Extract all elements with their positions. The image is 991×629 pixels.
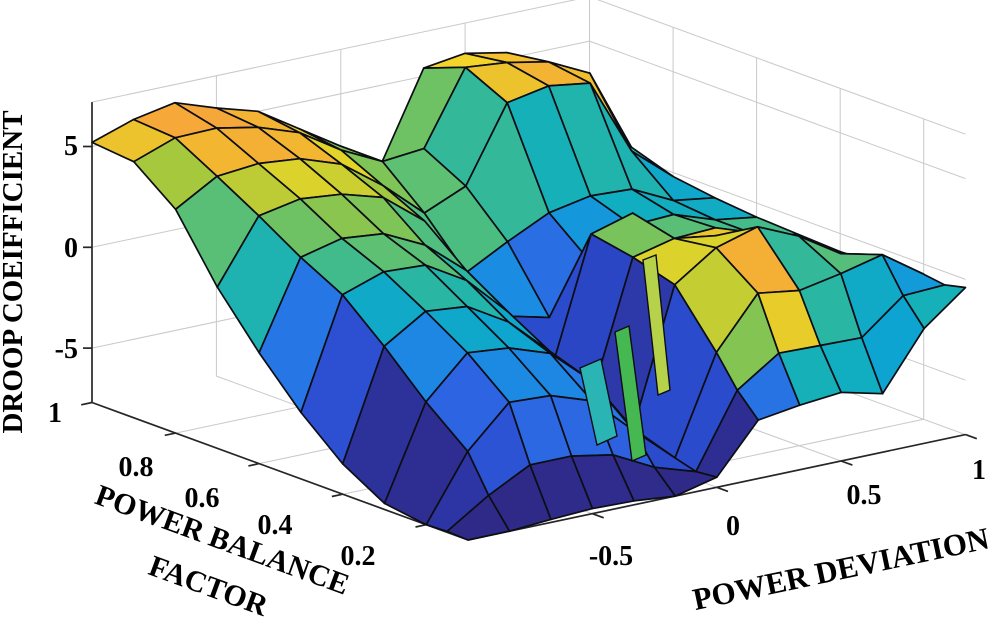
svg-text:0.8: 0.8 (119, 452, 154, 483)
svg-text:DROOP COEIFFICIENT: DROOP COEIFFICIENT (0, 110, 29, 433)
svg-text:0.5: 0.5 (847, 480, 882, 511)
svg-text:0: 0 (64, 233, 78, 264)
svg-text:-5: -5 (55, 334, 78, 365)
svg-text:-0.5: -0.5 (589, 541, 633, 572)
svg-text:5: 5 (64, 131, 78, 162)
svg-text:0: 0 (726, 511, 740, 542)
svg-text:1: 1 (972, 455, 986, 486)
svg-text:0.2: 0.2 (341, 541, 376, 572)
svg-text:0.4: 0.4 (258, 510, 293, 541)
svg-text:1: 1 (48, 398, 62, 429)
svg-text:0.6: 0.6 (185, 483, 220, 514)
